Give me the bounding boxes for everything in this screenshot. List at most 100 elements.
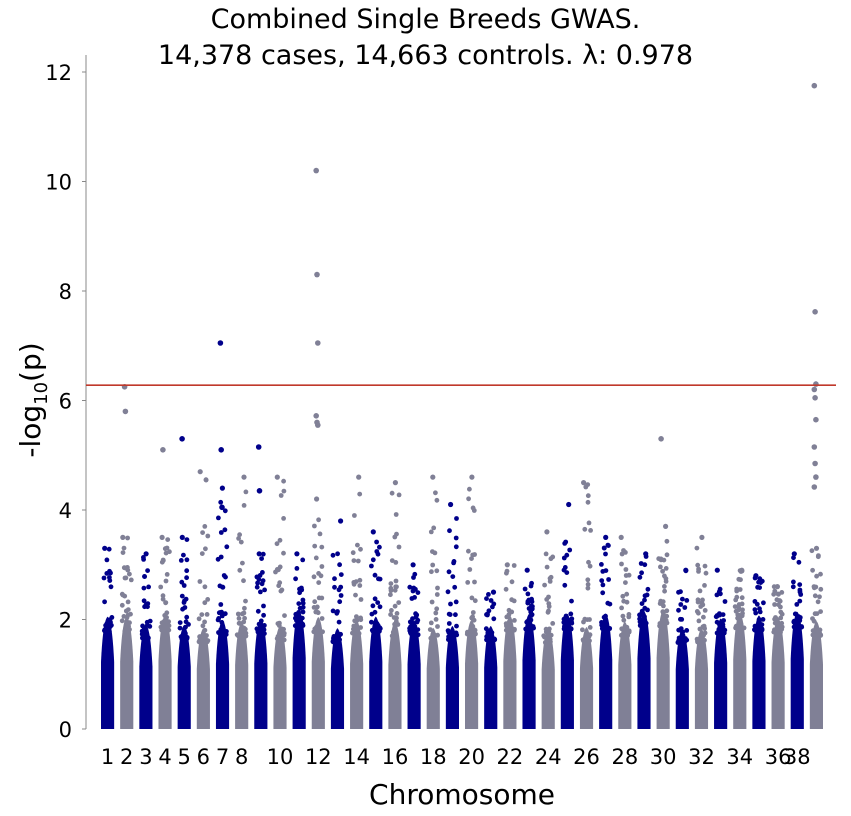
- chromosome-base-band: [388, 621, 402, 729]
- y-axis-label-main: -log: [14, 405, 47, 458]
- snp-point: [703, 570, 709, 576]
- snp-point: [312, 523, 317, 529]
- top-hit-point: [217, 340, 224, 346]
- snp-point: [197, 579, 203, 584]
- snp-point: [696, 610, 701, 616]
- snp-point: [430, 562, 436, 568]
- snp-point: [358, 597, 364, 602]
- snp-point: [684, 598, 690, 603]
- snp-point: [664, 552, 670, 558]
- snp-point: [504, 568, 510, 574]
- snp-point: [394, 531, 399, 537]
- snp-point: [642, 605, 648, 611]
- snp-point: [388, 581, 394, 586]
- snp-point: [561, 567, 567, 573]
- chromosome-base-band: [599, 613, 613, 729]
- snp-point: [486, 608, 492, 614]
- snp-point: [205, 533, 211, 539]
- snp-point: [120, 534, 126, 541]
- snp-point: [623, 580, 628, 585]
- top-hit-point: [122, 408, 129, 415]
- snp-point: [389, 608, 394, 613]
- snp-point: [177, 620, 183, 625]
- snp-point: [433, 610, 439, 616]
- x-tick-label: 2: [120, 745, 133, 769]
- snp-point: [794, 602, 800, 607]
- snp-point: [358, 625, 363, 630]
- snp-point: [352, 513, 357, 518]
- snp-point: [108, 570, 113, 576]
- snp-point: [445, 628, 451, 633]
- snp-point: [658, 598, 664, 604]
- y-tick-label: 8: [59, 280, 72, 304]
- snp-point: [756, 579, 761, 585]
- snp-point: [218, 530, 224, 535]
- snp-point: [813, 632, 819, 638]
- snp-point: [644, 592, 650, 598]
- snp-point: [181, 552, 186, 558]
- snp-point: [603, 613, 608, 619]
- snp-point: [546, 608, 551, 614]
- snp-point: [331, 635, 336, 641]
- snp-point: [275, 634, 281, 639]
- snp-point: [795, 624, 801, 630]
- y-tick-label: 10: [45, 171, 72, 195]
- snp-point: [350, 630, 355, 636]
- snp-point: [433, 490, 438, 496]
- snp-point: [413, 614, 419, 620]
- snp-point: [411, 575, 416, 580]
- snp-point: [278, 493, 284, 498]
- snp-point: [159, 559, 165, 565]
- snp-point: [472, 579, 477, 585]
- snp-point: [300, 600, 306, 606]
- snp-point: [642, 562, 648, 568]
- snp-point: [377, 544, 382, 550]
- y-tick-label: 6: [59, 390, 72, 414]
- snp-point: [587, 632, 593, 638]
- snp-point: [219, 620, 225, 625]
- snp-point: [255, 608, 261, 614]
- snp-point: [407, 619, 413, 625]
- snp-point: [761, 600, 766, 606]
- snp-point: [297, 586, 302, 592]
- snp-point: [452, 584, 458, 590]
- snp-point: [624, 633, 630, 639]
- snp-point: [241, 625, 247, 631]
- snp-point: [125, 599, 131, 605]
- snp-point: [199, 551, 205, 556]
- snp-point: [778, 615, 784, 621]
- snp-point: [355, 542, 360, 548]
- snp-point: [791, 551, 797, 557]
- snp-point: [222, 508, 228, 514]
- chromosome-base-band: [733, 612, 747, 729]
- snp-point: [818, 586, 824, 592]
- x-tick-label: 6: [197, 745, 210, 769]
- snp-point: [254, 584, 260, 590]
- x-tick-label: 34: [726, 745, 753, 769]
- snp-point: [682, 605, 688, 610]
- snp-point: [739, 595, 745, 601]
- snp-point: [696, 566, 701, 572]
- x-tick-label: 14: [343, 745, 370, 769]
- snp-point: [242, 605, 247, 611]
- snp-point: [503, 627, 509, 633]
- snp-point: [678, 589, 683, 595]
- snp-point: [798, 592, 804, 597]
- snp-point: [312, 543, 318, 549]
- snp-point: [139, 631, 145, 637]
- snp-point: [620, 593, 626, 599]
- snp-point: [773, 627, 778, 633]
- snp-point: [396, 544, 402, 550]
- snp-point: [369, 611, 375, 617]
- snp-point: [122, 565, 128, 571]
- snp-point: [587, 563, 593, 569]
- snp-point: [369, 563, 374, 569]
- snp-point: [772, 588, 778, 594]
- snp-point: [621, 617, 627, 623]
- snp-point: [140, 623, 146, 629]
- snp-point: [618, 534, 624, 541]
- snp-point: [224, 544, 230, 550]
- snp-point: [778, 604, 783, 610]
- snp-point: [107, 617, 113, 623]
- chromosome-base-band: [120, 616, 134, 729]
